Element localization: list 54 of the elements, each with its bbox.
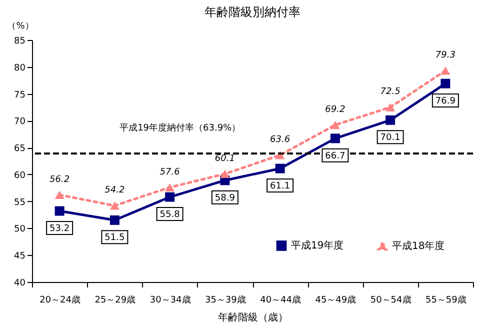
data-label: 56.2 xyxy=(50,174,70,185)
point xyxy=(110,215,120,225)
legend-label: 平成18年度 xyxy=(392,240,445,252)
x-tick-label: 35～39歳 xyxy=(204,294,246,306)
data-label: 69.2 xyxy=(325,104,346,115)
point xyxy=(110,202,120,210)
point xyxy=(440,66,450,75)
point xyxy=(330,120,340,130)
data-label: 54.2 xyxy=(104,186,125,196)
x-tick-label: 50～54歳 xyxy=(370,294,412,306)
point xyxy=(440,78,450,88)
ref-line-label: 平成19年度納付率（63.9%） xyxy=(120,122,241,134)
data-label: 72.5 xyxy=(380,87,401,98)
y-tick-label: 55 xyxy=(14,198,26,208)
x-axis-title: 年齢階級（歳） xyxy=(218,312,288,324)
point xyxy=(220,170,230,178)
point xyxy=(330,134,340,144)
point xyxy=(54,206,64,216)
x-tick-label: 20～24歳 xyxy=(40,294,81,306)
y-tick-label: 45 xyxy=(14,252,26,262)
point xyxy=(54,190,64,199)
y-tick-label: 75 xyxy=(14,90,26,100)
data-label: 55.8 xyxy=(160,210,180,220)
data-label: 79.3 xyxy=(435,50,456,61)
y-tick-label: 40 xyxy=(14,278,26,288)
point xyxy=(165,183,175,192)
y-tick-label: 60 xyxy=(14,170,26,181)
legend-label: 平成19年度 xyxy=(291,240,344,252)
x-tick-label: 25～29歳 xyxy=(94,294,136,306)
y-axis-title: （%） xyxy=(7,22,34,32)
x-tick-label: 40～44歳 xyxy=(260,294,302,306)
x-tick-label: 45～49歳 xyxy=(315,294,356,306)
chart-title: 年齢階級別納付率 xyxy=(204,5,300,19)
y-tick-label: 50 xyxy=(14,224,26,235)
y-tick-label: 70 xyxy=(14,117,26,128)
data-label: 66.7 xyxy=(325,151,346,162)
data-label: 53.2 xyxy=(50,224,70,234)
point xyxy=(386,115,396,125)
point xyxy=(275,164,285,174)
y-tick-label: 80 xyxy=(14,63,26,74)
data-label: 60.1 xyxy=(214,154,235,164)
x-tick-label: 30～34歳 xyxy=(150,294,191,306)
data-label: 51.5 xyxy=(104,233,125,244)
point xyxy=(386,103,396,112)
data-label: 70.1 xyxy=(380,133,400,144)
x-tick-label: 55～59歳 xyxy=(425,294,466,306)
data-label: 57.6 xyxy=(160,167,180,178)
y-tick-label: 65 xyxy=(14,144,26,154)
data-label: 61.1 xyxy=(270,182,290,192)
data-label: 76.9 xyxy=(435,96,456,107)
y-tick-label: 85 xyxy=(14,36,26,46)
point xyxy=(165,192,175,202)
data-label: 58.9 xyxy=(214,193,236,204)
data-label: 63.6 xyxy=(270,135,290,146)
